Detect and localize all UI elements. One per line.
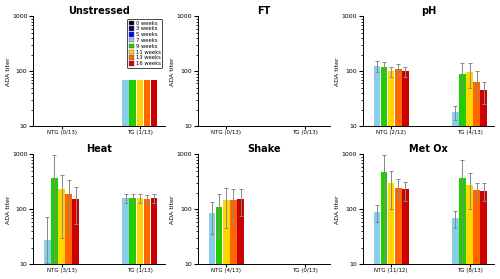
Bar: [238, 199, 244, 279]
Bar: [402, 71, 408, 279]
Bar: [374, 66, 380, 279]
Title: Unstressed: Unstressed: [68, 6, 130, 16]
Bar: [223, 201, 230, 279]
Bar: [44, 240, 51, 279]
Bar: [122, 80, 129, 279]
Bar: [459, 177, 466, 279]
Bar: [58, 189, 65, 279]
Bar: [452, 218, 458, 279]
Bar: [130, 198, 136, 279]
Bar: [388, 71, 394, 279]
Bar: [388, 183, 394, 279]
Legend: 0 weeks, 3 weeks, 5 weeks, 7 weeks, 9 weeks, 11 weeks, 13 weeks, 16 weeks: 0 weeks, 3 weeks, 5 weeks, 7 weeks, 9 we…: [127, 19, 162, 68]
Bar: [216, 207, 222, 279]
Bar: [374, 212, 380, 279]
Bar: [66, 194, 72, 279]
Bar: [402, 189, 408, 279]
Title: FT: FT: [257, 6, 270, 16]
Bar: [130, 80, 136, 279]
Bar: [136, 80, 143, 279]
Bar: [480, 191, 487, 279]
Y-axis label: ADA titer: ADA titer: [170, 195, 175, 223]
Bar: [144, 80, 150, 279]
Bar: [466, 185, 473, 279]
Y-axis label: ADA titer: ADA titer: [170, 57, 175, 85]
Bar: [474, 81, 480, 279]
Y-axis label: ADA titer: ADA titer: [6, 195, 10, 223]
Y-axis label: ADA titer: ADA titer: [335, 195, 340, 223]
Bar: [380, 67, 388, 279]
Bar: [459, 74, 466, 279]
Bar: [380, 172, 388, 279]
Title: Met Ox: Met Ox: [409, 144, 448, 154]
Bar: [72, 199, 79, 279]
Title: Heat: Heat: [86, 144, 112, 154]
Bar: [474, 190, 480, 279]
Bar: [151, 80, 158, 279]
Bar: [144, 199, 150, 279]
Bar: [151, 198, 158, 279]
Bar: [466, 73, 473, 279]
Y-axis label: ADA titer: ADA titer: [6, 57, 10, 85]
Bar: [209, 213, 216, 279]
Bar: [51, 177, 58, 279]
Bar: [136, 198, 143, 279]
Bar: [395, 69, 402, 279]
Bar: [480, 90, 487, 279]
Bar: [452, 112, 458, 279]
Bar: [230, 201, 236, 279]
Title: Shake: Shake: [247, 144, 280, 154]
Title: pH: pH: [421, 6, 436, 16]
Bar: [395, 187, 402, 279]
Bar: [122, 198, 129, 279]
Y-axis label: ADA titer: ADA titer: [335, 57, 340, 85]
